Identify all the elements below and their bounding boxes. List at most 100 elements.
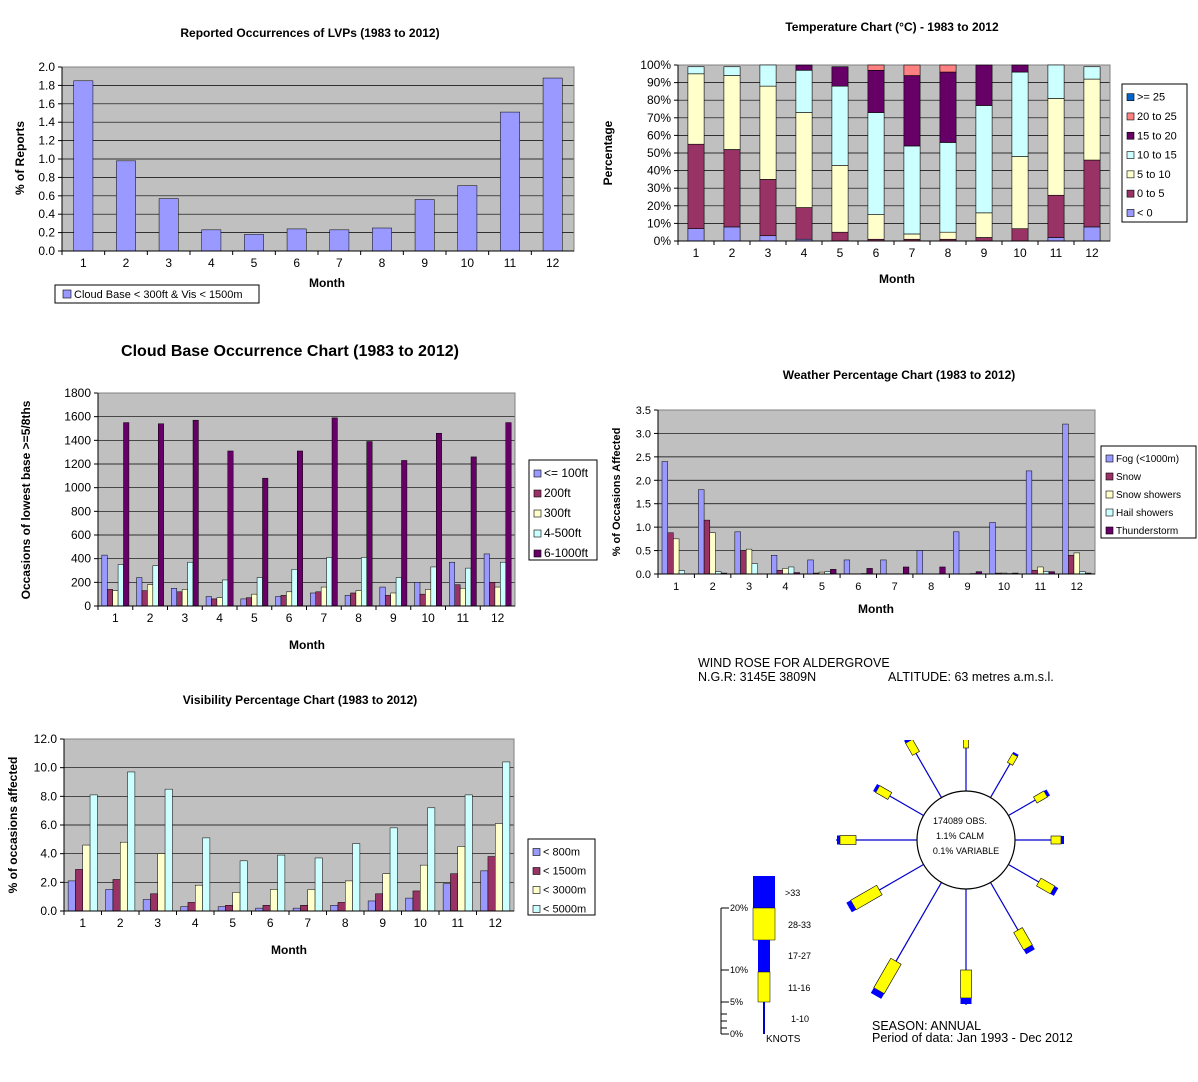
x-tick-label: 9 <box>964 581 970 593</box>
bar <box>382 873 391 912</box>
bar <box>120 841 128 912</box>
legend-label: Snow showers <box>1116 490 1181 501</box>
x-axis-label: Month <box>271 943 307 957</box>
bar <box>866 568 873 575</box>
y-tick-label: 30% <box>647 181 671 195</box>
bar <box>425 589 432 607</box>
x-tick-label: 1 <box>112 611 119 625</box>
bar <box>903 75 921 147</box>
y-tick-label: 0 <box>84 599 91 613</box>
bar <box>939 231 957 240</box>
wind-spoke-bar <box>1013 927 1035 955</box>
bar <box>150 893 158 912</box>
bar <box>345 880 353 912</box>
y-tick-label: 100% <box>640 58 671 72</box>
bar <box>232 892 241 912</box>
legend-swatch <box>1105 472 1114 481</box>
windrose-header: WIND ROSE FOR ALDERGROVE N.G.R: 3145E 38… <box>698 656 1054 684</box>
bar <box>759 64 777 87</box>
legend-swatch <box>533 489 542 498</box>
bar <box>495 823 503 912</box>
bar <box>542 77 563 252</box>
y-tick-label: 70% <box>647 111 671 125</box>
y-tick-label: 400 <box>71 552 91 566</box>
wind-band <box>837 835 840 845</box>
bar <box>152 565 159 607</box>
legend-label: 15 to 20 <box>1137 130 1177 142</box>
x-tick-label: 8 <box>379 256 386 270</box>
bar <box>330 905 339 912</box>
legend-swatch <box>532 848 541 856</box>
calm-circle <box>916 790 1016 890</box>
legend-swatch <box>1105 454 1114 463</box>
scale-tick: 10% <box>730 965 748 975</box>
wind-spoke-bar <box>846 884 883 913</box>
bar <box>395 577 402 607</box>
bar <box>405 897 414 912</box>
legend-swatch <box>1126 93 1135 101</box>
bar <box>142 899 151 912</box>
bar <box>112 879 121 912</box>
bar <box>771 555 778 575</box>
x-tick-label: 3 <box>154 916 161 930</box>
x-tick-label: 1 <box>673 581 679 593</box>
bar <box>442 883 451 912</box>
bar <box>361 557 368 607</box>
y-tick-label: 50% <box>647 146 671 160</box>
bar <box>286 228 307 252</box>
bar <box>355 590 362 607</box>
x-tick-label: 8 <box>928 581 934 593</box>
bar <box>73 80 94 252</box>
legend-label: < 0 <box>1137 207 1153 219</box>
legend-swatch <box>1126 131 1135 140</box>
bar <box>1037 566 1044 575</box>
season-label: SEASON: ANNUAL <box>872 1019 982 1033</box>
period-label: Period of data: Jan 1993 - Dec 2012 <box>872 1031 1073 1045</box>
legend-swatch <box>1105 526 1114 535</box>
x-tick-label: 10 <box>421 611 435 625</box>
bar <box>1083 78 1101 161</box>
y-tick-label: 0.6 <box>38 189 55 203</box>
legend-swatch <box>1126 189 1135 198</box>
x-tick-label: 2 <box>123 256 130 270</box>
bar <box>687 66 705 75</box>
bar <box>127 771 136 912</box>
bar <box>500 111 520 252</box>
legend-swatch <box>532 867 541 875</box>
bar <box>759 179 777 237</box>
x-tick-label: 5 <box>837 246 844 260</box>
bar <box>795 64 813 71</box>
bar <box>419 593 426 607</box>
bar <box>505 422 512 607</box>
bar <box>379 586 386 607</box>
bar <box>459 588 466 607</box>
y-tick-label: 3.0 <box>636 428 651 440</box>
y-tick-label: 1.5 <box>636 499 651 511</box>
chart-title: Cloud Base Occurrence Chart (1983 to 201… <box>121 343 459 360</box>
y-tick-label: 0.0 <box>40 904 57 918</box>
bar <box>1068 555 1075 575</box>
x-tick-label: 12 <box>489 916 503 930</box>
x-tick-label: 1 <box>80 256 87 270</box>
bar <box>245 597 252 607</box>
x-axis-label: Month <box>858 602 894 616</box>
legend-swatch <box>533 529 542 538</box>
wind-spoke-bar <box>870 957 902 999</box>
bar <box>687 73 705 145</box>
bar <box>331 417 338 607</box>
y-tick-label: 1800 <box>64 386 91 400</box>
bar <box>244 234 264 252</box>
bar <box>1047 98 1065 196</box>
x-tick-label: 10 <box>414 916 428 930</box>
y-tick-label: 6.0 <box>40 818 57 832</box>
legend-label: Snow <box>1116 472 1142 483</box>
legend: <= 100ft 200ft 300ft 4-500ft 6-1000ft <box>528 459 598 561</box>
bar <box>745 548 753 575</box>
bar <box>1025 470 1033 575</box>
scale-tick: 20% <box>730 903 748 913</box>
bar <box>723 75 741 150</box>
bar <box>939 64 957 73</box>
chart-title: Reported Occurrences of LVPs (1983 to 20… <box>180 26 439 40</box>
bar <box>953 531 960 575</box>
bar <box>344 595 351 607</box>
